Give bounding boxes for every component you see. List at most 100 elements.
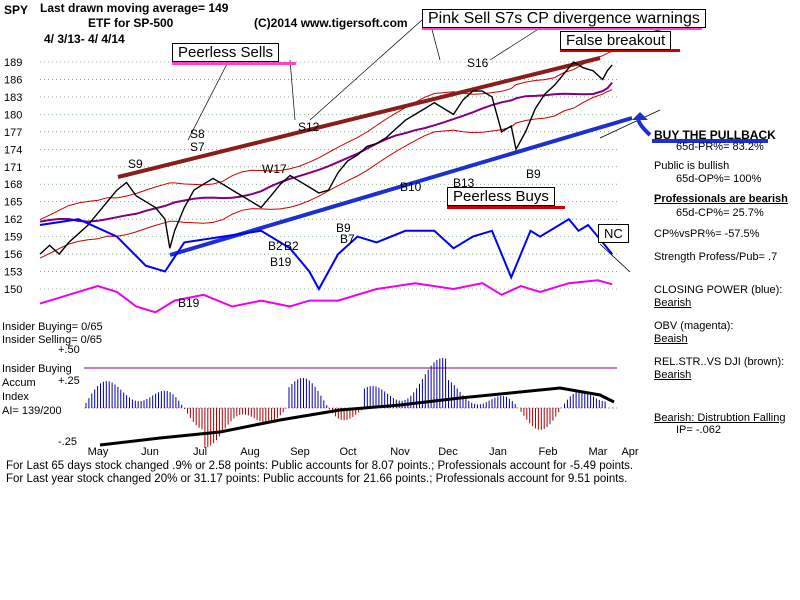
buy-pullback-label: BUY THE PULLBACK — [654, 128, 776, 142]
peerless-sells-underline — [172, 62, 296, 65]
y-tick-label: 162 — [4, 214, 22, 226]
x-tick-label: Apr — [621, 446, 638, 458]
op-stat: 65d-OP%= 100% — [676, 173, 762, 185]
signal-b13: B13 — [453, 176, 475, 190]
callout-connector — [187, 57, 231, 141]
false-breakout-underline — [560, 49, 680, 52]
cp-stat: 65d-CP%= 25.7% — [676, 207, 764, 219]
signal-s9: S9 — [128, 157, 143, 171]
channel-line — [599, 109, 661, 139]
upper-trendline — [117, 56, 601, 179]
callout-connector — [309, 19, 423, 121]
signal-b2-b: B2 — [284, 239, 299, 253]
obv-line — [39, 279, 613, 314]
callout-connector — [289, 59, 296, 121]
x-tick-label: Feb — [539, 446, 558, 458]
price-line — [39, 61, 613, 256]
public-status: Public is bullish — [654, 160, 730, 172]
y-tick-label: 183 — [4, 92, 22, 104]
peerless-buys-underline — [447, 206, 565, 209]
x-tick-label: Jul — [193, 446, 207, 458]
index-label: Index — [2, 391, 29, 403]
y-tick-label: 186 — [4, 74, 22, 86]
y-tick-label: 177 — [4, 127, 22, 139]
date-range: 4/ 3/13- 4/ 4/14 — [44, 32, 125, 46]
signal-s16: S16 — [467, 56, 489, 70]
pros-status: Professionals are bearish — [654, 193, 788, 205]
signal-b19-a: B19 — [270, 255, 292, 269]
accum-label: Accum — [2, 377, 36, 389]
nc-connector — [599, 243, 631, 273]
signal-b9-b: B9 — [526, 167, 541, 181]
moving-average — [39, 81, 613, 223]
chart-lines — [39, 19, 768, 314]
ip-stat: IP= -.062 — [676, 424, 721, 436]
y-tick-label: 168 — [4, 179, 22, 191]
signal-b10: B10 — [400, 180, 422, 194]
nc-callout: NC — [598, 224, 629, 243]
x-tick-labels: May Jun Jul Aug Sep Oct Nov Dec Jan Feb Mar Apr — [88, 446, 639, 458]
upper-band — [39, 50, 613, 221]
x-tick-label: Aug — [240, 446, 260, 458]
y-tick-label: 171 — [4, 162, 22, 174]
accum-m25-label: -.25 — [58, 436, 77, 448]
signal-w17: W17 — [262, 162, 287, 176]
closing-power-label: CLOSING POWER (blue): — [654, 284, 783, 296]
callout-connector — [489, 27, 541, 61]
accum-top-label: +.50 — [58, 344, 80, 356]
x-tick-label: Jan — [489, 446, 507, 458]
y-tick-label: 156 — [4, 249, 22, 261]
x-tick-label: Nov — [390, 446, 410, 458]
y-tick-label: 180 — [4, 109, 22, 121]
cp-vs-pr-stat: CP%vsPR%= -57.5% — [654, 228, 760, 240]
x-tick-label: May — [88, 446, 109, 458]
x-tick-label: Jun — [141, 446, 159, 458]
obv-value: Beaish — [654, 333, 688, 345]
pr-stat: 65d-PR%= 83.2% — [676, 141, 764, 153]
pullback-arrow — [632, 112, 768, 143]
ai-label: AI= 139/200 — [2, 405, 62, 417]
signal-b2-a: B2 — [268, 239, 283, 253]
closing-power-line — [39, 217, 613, 292]
accum-histogram — [84, 358, 617, 448]
x-tick-label: Dec — [438, 446, 458, 458]
insider-selling: Insider Selling= 0/65 — [2, 334, 102, 346]
footer-line-year: For Last year stock changed 20% or 31.17… — [6, 473, 628, 485]
signal-s12: S12 — [298, 120, 320, 134]
ma-note: Last drawn moving average= 149 — [40, 1, 229, 15]
signal-b7: B7 — [340, 232, 355, 246]
y-tick-labels: 189 186 183 180 177 174 171 168 165 162 159 156 153 1… — [4, 57, 22, 296]
y-tick-label: 174 — [4, 144, 22, 156]
insider-buying-label: Insider Buying — [2, 363, 72, 375]
y-tick-label: 165 — [4, 197, 22, 209]
closing-power-value: Bearish — [654, 297, 692, 309]
signal-b9-a: B9 — [336, 221, 351, 235]
symbol-label: SPY — [4, 3, 29, 17]
y-tick-label: 159 — [4, 232, 22, 244]
obv-label: OBV (magenta): — [654, 320, 734, 332]
accum-status: Bearish: Distrubtion Falling — [654, 412, 786, 424]
strength-stat: Strength Profess/Pub= .7 — [654, 251, 778, 263]
pink-sell-underline — [422, 27, 702, 30]
rel-strength-line — [99, 386, 615, 447]
insider-buying: Insider Buying= 0/65 — [2, 321, 103, 333]
pink-sell-callout: Pink Sell S7s CP divergence warnings — [422, 9, 706, 28]
false-breakout-callout: False breakout — [560, 31, 672, 50]
y-tick-label: 189 — [4, 57, 22, 69]
x-tick-label: Mar — [589, 446, 608, 458]
peerless-buys-callout: Peerless Buys — [447, 187, 555, 206]
pullback-arrow-head — [632, 112, 648, 120]
signal-b19-b: B19 — [178, 296, 200, 310]
footer-line-65d: For Last 65 days stock changed .9% or 2.… — [6, 460, 634, 472]
copyright-label: (C)2014 www.tigersoft.com — [254, 16, 408, 30]
accum-p25-label: +.25 — [58, 375, 80, 387]
rel-strength-label: REL.STR..VS DJI (brown): — [654, 356, 785, 368]
etf-label: ETF for SP-500 — [88, 16, 174, 30]
signal-s7: S7 — [190, 140, 205, 154]
signal-s8: S8 — [190, 127, 205, 141]
peerless-sells-callout: Peerless Sells — [172, 43, 280, 62]
y-tick-label: 150 — [4, 284, 22, 296]
rel-strength-value: Bearish — [654, 369, 692, 381]
x-tick-label: Sep — [290, 446, 310, 458]
